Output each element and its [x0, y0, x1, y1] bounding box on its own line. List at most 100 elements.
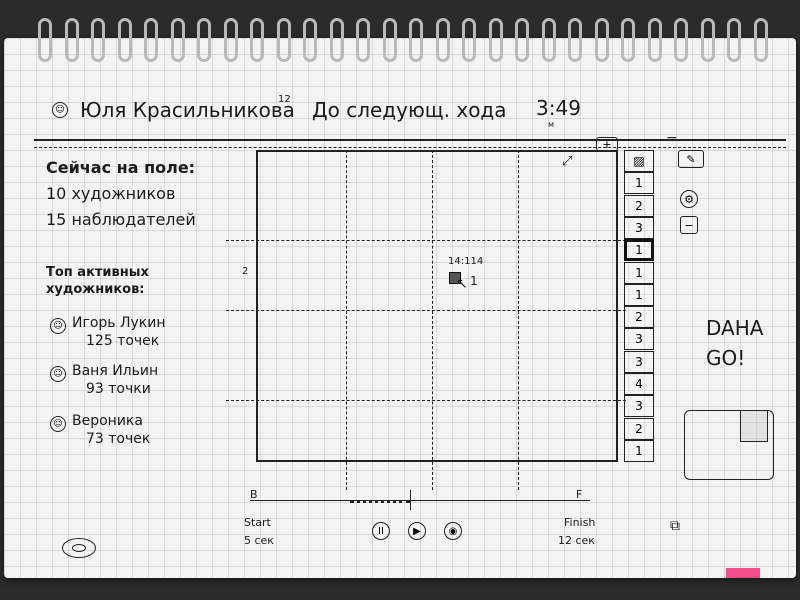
grid-line	[226, 240, 626, 241]
timeline-start-label: Start	[244, 516, 271, 529]
brush-swatch[interactable]: 3	[624, 328, 654, 351]
grid-line	[346, 150, 347, 490]
zoom-in-button[interactable]: +	[596, 137, 618, 151]
note-line2: GO!	[706, 346, 746, 370]
brush-swatch[interactable]: 2	[624, 306, 654, 329]
sticky-tab	[726, 568, 760, 578]
horizontal-scrollbar[interactable]	[34, 147, 786, 148]
binding-ring	[488, 18, 503, 62]
binding-ring	[621, 18, 635, 62]
binding-ring	[223, 18, 238, 62]
binding-ring	[541, 18, 556, 62]
binding-ring	[38, 18, 52, 62]
brush-swatch[interactable]: 3	[624, 350, 654, 373]
minimap[interactable]	[684, 410, 774, 480]
artist-points: 93 точки	[86, 381, 151, 397]
binding-ring	[329, 18, 344, 62]
stats-watchers: 15 наблюдателей	[46, 210, 196, 229]
binding-ring	[356, 18, 370, 62]
camera-button[interactable]: ◉	[444, 522, 462, 540]
grid-line	[518, 150, 519, 490]
user-number: 12	[278, 94, 291, 105]
cursor-pixel[interactable]	[449, 272, 461, 284]
brush-swatch[interactable]: 2	[624, 194, 654, 217]
timeline-scrubber[interactable]	[410, 490, 411, 510]
binding-ring	[382, 18, 397, 62]
binding-ring	[91, 18, 105, 62]
canvas-edge-mark: 1	[470, 274, 478, 288]
settings-icon[interactable]: ⚙	[680, 190, 698, 208]
artist-avatar-icon[interactable]: ☺	[50, 366, 66, 382]
artist-points: 125 точек	[86, 333, 160, 349]
pause-button[interactable]: II	[372, 522, 390, 540]
binding-ring	[409, 18, 423, 62]
timeline-track[interactable]	[250, 500, 590, 501]
brush-swatch[interactable]: ▨	[624, 150, 654, 172]
next-move-label: До следующ. хода	[312, 98, 507, 122]
brush-swatch[interactable]: 1	[624, 261, 654, 284]
user-avatar-icon[interactable]: ☺	[52, 102, 68, 118]
brush-swatch[interactable]: 1	[624, 172, 654, 195]
artist-avatar-icon[interactable]: ☺	[50, 416, 66, 432]
expand-canvas-icon[interactable]: ⤢	[562, 154, 573, 169]
binding-ring	[250, 18, 264, 62]
pointer-cursor-icon: ↖	[456, 276, 468, 292]
logo-icon[interactable]	[62, 538, 96, 558]
chat-bubbles-icon[interactable]: ⧉	[670, 518, 680, 534]
binding-ring	[117, 18, 132, 62]
brush-swatch[interactable]: 1	[624, 439, 654, 462]
move-timer: 3:49	[536, 96, 581, 120]
note-line1: DAHA	[706, 316, 764, 340]
timeline-ticks	[350, 500, 410, 503]
top-title: Топ активных художников:	[46, 265, 149, 297]
binding-ring	[753, 18, 768, 62]
brush-swatch[interactable]: 1	[624, 283, 654, 306]
minus-icon[interactable]: −	[680, 216, 698, 234]
brush-swatch[interactable]: 1	[624, 239, 654, 262]
left-edge-marker: 2	[242, 266, 249, 277]
finish-flag-icon[interactable]: F	[576, 488, 583, 501]
binding-ring	[727, 18, 741, 62]
binding-ring	[303, 18, 317, 62]
binding-ring	[64, 18, 79, 62]
artist-avatar-icon[interactable]: ☺	[50, 318, 66, 334]
stats-title: Сейчас на поле:	[46, 158, 196, 177]
timeline-start-time: 5 сек	[244, 534, 274, 547]
binding-ring	[462, 18, 476, 62]
brush-palette: ▨ 1 2 3 1 1 1 2 3 3 4 3 2 1	[624, 150, 656, 462]
grid-line	[226, 310, 626, 311]
brush-swatch[interactable]: 3	[624, 216, 654, 239]
minimap-viewport[interactable]	[740, 410, 768, 442]
brush-swatch[interactable]: 3	[624, 395, 654, 418]
binding-ring	[144, 18, 158, 62]
brush-swatch[interactable]: 4	[624, 373, 654, 395]
binding-ring	[647, 18, 662, 62]
play-button[interactable]: ▶	[408, 522, 426, 540]
notebook-page	[4, 38, 796, 578]
artist-name[interactable]: Вероника	[72, 413, 143, 429]
binding-ring	[197, 18, 211, 62]
artist-points: 73 точек	[86, 431, 151, 447]
drawing-canvas[interactable]	[256, 150, 618, 462]
binding-ring	[170, 18, 185, 62]
timeline-finish-label: Finish	[564, 516, 596, 529]
brush-tool-icon[interactable]: ✎	[678, 150, 704, 168]
grid-line	[432, 150, 433, 490]
start-flag-icon[interactable]: B	[250, 488, 258, 501]
zoom-out-button[interactable]: −	[666, 130, 678, 146]
move-timer-unit: м	[548, 120, 555, 129]
artist-name[interactable]: Ваня Ильин	[72, 363, 159, 379]
artist-name[interactable]: Игорь Лукин	[72, 315, 166, 331]
user-name: Юля Красильникова	[80, 98, 295, 122]
binding-ring	[700, 18, 715, 62]
binding-ring	[515, 18, 529, 62]
cursor-coordinates: 14:114	[448, 256, 484, 267]
timeline-finish-time: 12 сек	[558, 534, 595, 547]
binding-ring	[594, 18, 609, 62]
binding-ring	[674, 18, 688, 62]
brush-swatch[interactable]: 2	[624, 417, 654, 440]
binding-ring	[435, 18, 450, 62]
grid-line	[226, 400, 626, 401]
binding-ring	[568, 18, 582, 62]
stats-artists: 10 художников	[46, 184, 176, 203]
